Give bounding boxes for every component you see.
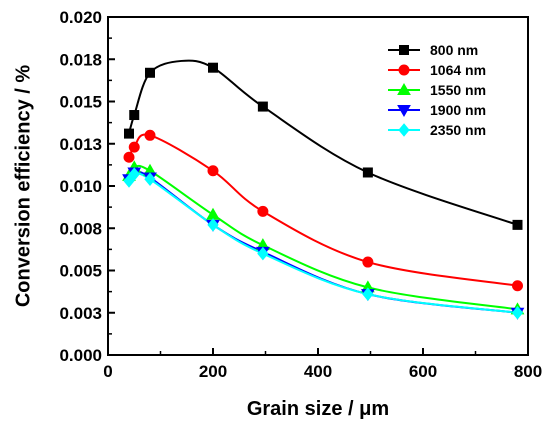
data-point xyxy=(128,167,140,181)
data-point xyxy=(257,246,269,261)
legend-label: 2350 nm xyxy=(430,122,486,138)
y-tick-label: 0.005 xyxy=(59,262,102,281)
y-tick-label: 0.020 xyxy=(59,8,102,27)
data-point xyxy=(362,287,374,301)
data-point xyxy=(207,165,219,177)
legend-marker xyxy=(397,105,411,118)
y-tick-label: 0.008 xyxy=(59,219,102,238)
legend-label: 1064 nm xyxy=(430,62,486,78)
data-point xyxy=(257,101,268,112)
legend-label: 1550 nm xyxy=(430,82,486,98)
data-point xyxy=(145,67,155,78)
legend-label: 1900 nm xyxy=(430,102,486,118)
x-tick-label: 800 xyxy=(514,362,542,381)
data-point xyxy=(208,62,218,73)
data-point xyxy=(123,174,135,188)
x-tick-label: 400 xyxy=(304,362,332,381)
data-point xyxy=(129,110,140,121)
axis-ticks xyxy=(107,16,529,356)
x-tick-label: 600 xyxy=(409,362,437,381)
data-point xyxy=(362,167,373,178)
data-point xyxy=(512,219,523,230)
tick-labels: 0 200 400 600 800 0.000 0.003 0.005 0.008 0.010 0.… xyxy=(59,8,542,381)
legend-marker xyxy=(397,82,411,95)
data-point xyxy=(512,280,523,292)
legend-marker xyxy=(398,123,410,137)
y-tick-label: 0.003 xyxy=(59,304,102,323)
y-tick-label: 0.015 xyxy=(59,93,102,112)
series-line xyxy=(128,172,518,314)
data-point xyxy=(144,129,156,141)
data-point xyxy=(206,207,220,220)
y-tick-label: 0.018 xyxy=(59,50,102,69)
data-point xyxy=(362,256,374,268)
legend-marker xyxy=(398,64,410,76)
series-line xyxy=(128,170,518,314)
plot-lines xyxy=(128,59,518,314)
data-point xyxy=(128,141,140,153)
legend: 800 nm 1064 nm 1550 nm 1900 nm 2350 nm xyxy=(388,42,486,138)
series-line xyxy=(128,164,518,311)
data-point xyxy=(511,305,524,320)
data-point xyxy=(144,172,156,187)
y-tick-label: 0.000 xyxy=(59,346,102,365)
y-axis-title: Conversion efficiency / % xyxy=(12,65,34,308)
data-point xyxy=(207,218,219,232)
x-axis-title: Grain size / μm xyxy=(247,398,389,420)
data-point xyxy=(124,128,134,139)
x-tick-label: 0 xyxy=(103,362,112,381)
series-line xyxy=(128,133,518,287)
legend-label: 800 nm xyxy=(430,42,478,58)
y-tick-label: 0.010 xyxy=(59,177,102,196)
y-tick-label: 0.013 xyxy=(59,135,102,154)
legend-marker xyxy=(399,45,409,55)
data-point xyxy=(257,205,269,217)
x-tick-label: 200 xyxy=(199,362,227,381)
plot-markers xyxy=(122,62,525,320)
data-point xyxy=(123,151,135,163)
